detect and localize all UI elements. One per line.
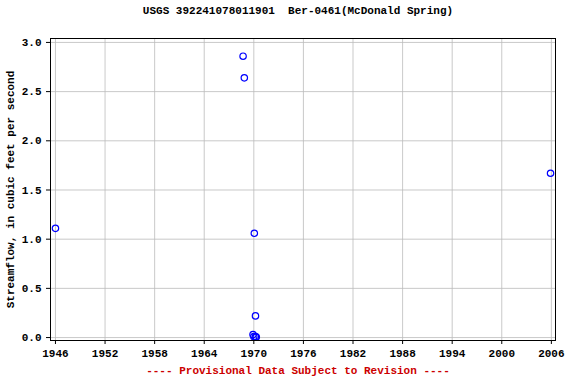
svg-text:1994: 1994 — [439, 348, 466, 360]
svg-text:1.5: 1.5 — [22, 185, 42, 197]
svg-text:1982: 1982 — [340, 348, 366, 360]
svg-text:1970: 1970 — [241, 348, 267, 360]
svg-text:2006: 2006 — [538, 348, 564, 360]
svg-text:0.0: 0.0 — [22, 332, 42, 344]
svg-text:1976: 1976 — [290, 348, 316, 360]
svg-text:1958: 1958 — [141, 348, 168, 360]
svg-text:2.5: 2.5 — [22, 86, 42, 98]
html-text:---- Provisional Data Subject: ---- Provisional Data Subject to Revisio… — [146, 365, 450, 377]
svg-text:1952: 1952 — [92, 348, 118, 360]
html-text:USGS 392241078011901 Ber-0461(: USGS 392241078011901 Ber-0461(McDonald S… — [142, 5, 454, 17]
svg-text:0.5: 0.5 — [22, 283, 42, 295]
svg-text:1964: 1964 — [191, 348, 218, 360]
svg-text:2000: 2000 — [489, 348, 515, 360]
svg-text:1.0: 1.0 — [22, 234, 42, 246]
svg-text:2.0: 2.0 — [22, 135, 42, 147]
svg-text:3.0: 3.0 — [22, 37, 42, 49]
svg-text:Streamflow, in cubic feet per: Streamflow, in cubic feet per second — [5, 71, 17, 309]
svg-text:1946: 1946 — [42, 348, 68, 360]
svg-text:1988: 1988 — [389, 348, 416, 360]
